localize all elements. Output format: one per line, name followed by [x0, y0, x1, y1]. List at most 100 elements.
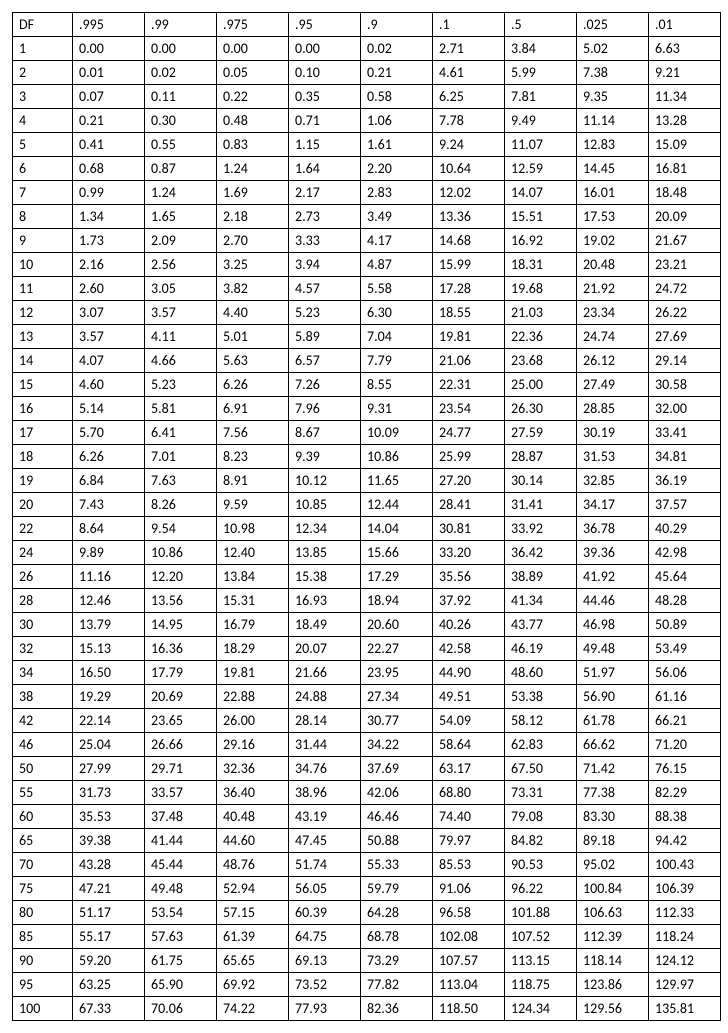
table-cell: 1.69	[217, 181, 289, 205]
table-cell: 19.81	[217, 661, 289, 685]
table-cell: 21.03	[505, 301, 577, 325]
table-cell: 56.06	[649, 661, 721, 685]
table-cell: 0.21	[361, 61, 433, 85]
table-cell: 19.81	[433, 325, 505, 349]
table-cell: 90	[13, 949, 73, 973]
table-cell: 12.44	[361, 493, 433, 517]
table-cell: 135.81	[649, 997, 721, 1021]
table-cell: 20.48	[577, 253, 649, 277]
table-cell: 60	[13, 805, 73, 829]
table-cell: 62.83	[505, 733, 577, 757]
table-cell: 0.00	[145, 37, 217, 61]
table-cell: 106.63	[577, 901, 649, 925]
table-cell: 16.79	[217, 613, 289, 637]
table-cell: 53.38	[505, 685, 577, 709]
table-cell: 5.99	[505, 61, 577, 85]
table-cell: 12	[13, 301, 73, 325]
table-cell: 33.41	[649, 421, 721, 445]
table-cell: 37.92	[433, 589, 505, 613]
table-cell: 0.55	[145, 133, 217, 157]
table-cell: 67.33	[73, 997, 145, 1021]
table-cell: 0.07	[73, 85, 145, 109]
table-cell: 47.21	[73, 877, 145, 901]
table-cell: 0.68	[73, 157, 145, 181]
table-cell: 37.57	[649, 493, 721, 517]
table-cell: 80	[13, 901, 73, 925]
table-cell: 29.71	[145, 757, 217, 781]
table-cell: 77.82	[361, 973, 433, 997]
table-cell: 82.29	[649, 781, 721, 805]
table-cell: 0.48	[217, 109, 289, 133]
table-cell: 68.80	[433, 781, 505, 805]
table-cell: 57.15	[217, 901, 289, 925]
table-cell: 113.15	[505, 949, 577, 973]
table-cell: 27.99	[73, 757, 145, 781]
table-cell: 3.33	[289, 229, 361, 253]
table-cell: 0.71	[289, 109, 361, 133]
table-cell: 21.06	[433, 349, 505, 373]
table-cell: 32	[13, 637, 73, 661]
column-header: .1	[433, 13, 505, 37]
table-cell: 2.20	[361, 157, 433, 181]
table-cell: 85	[13, 925, 73, 949]
table-cell: 4.07	[73, 349, 145, 373]
table-row: 3013.7914.9516.7918.4920.6040.2643.7746.…	[13, 613, 721, 637]
table-row: 2611.1612.2013.8415.3817.2935.5638.8941.…	[13, 565, 721, 589]
table-cell: 46.46	[361, 805, 433, 829]
table-cell: 18.94	[361, 589, 433, 613]
table-cell: 29.14	[649, 349, 721, 373]
table-cell: 51.97	[577, 661, 649, 685]
table-cell: 60.39	[289, 901, 361, 925]
table-cell: 31.41	[505, 493, 577, 517]
table-cell: 118.14	[577, 949, 649, 973]
table-cell: 15.13	[73, 637, 145, 661]
table-cell: 48.76	[217, 853, 289, 877]
table-cell: 0.01	[73, 61, 145, 85]
table-cell: 13.56	[145, 589, 217, 613]
table-cell: 2.71	[433, 37, 505, 61]
table-cell: 16	[13, 397, 73, 421]
table-cell: 20	[13, 493, 73, 517]
table-cell: 6.30	[361, 301, 433, 325]
table-row: 144.074.665.636.577.7921.0623.6826.1229.…	[13, 349, 721, 373]
table-cell: 14	[13, 349, 73, 373]
table-cell: 20.60	[361, 613, 433, 637]
table-cell: 37.69	[361, 757, 433, 781]
table-cell: 2.16	[73, 253, 145, 277]
table-row: 6035.5337.4840.4843.1946.4674.4079.0883.…	[13, 805, 721, 829]
column-header: .99	[145, 13, 217, 37]
table-cell: 96.22	[505, 877, 577, 901]
table-cell: 129.56	[577, 997, 649, 1021]
table-cell: 24	[13, 541, 73, 565]
table-cell: 6.41	[145, 421, 217, 445]
table-cell: 100.43	[649, 853, 721, 877]
column-header: .025	[577, 13, 649, 37]
table-cell: 40.26	[433, 613, 505, 637]
table-cell: 1.06	[361, 109, 433, 133]
table-cell: 33.92	[505, 517, 577, 541]
table-cell: 16.81	[649, 157, 721, 181]
table-cell: 4.66	[145, 349, 217, 373]
table-cell: 75	[13, 877, 73, 901]
table-cell: 31.44	[289, 733, 361, 757]
table-cell: 0.83	[217, 133, 289, 157]
table-cell: 70	[13, 853, 73, 877]
table-cell: 63.25	[73, 973, 145, 997]
table-cell: 27.34	[361, 685, 433, 709]
table-cell: 5.70	[73, 421, 145, 445]
table-cell: 5.23	[145, 373, 217, 397]
table-cell: 50.89	[649, 613, 721, 637]
header-row: DF.995.99.975.95.9.1.5.025.01	[13, 13, 721, 37]
table-cell: 25.04	[73, 733, 145, 757]
table-cell: 64.75	[289, 925, 361, 949]
table-cell: 49.51	[433, 685, 505, 709]
table-cell: 0.00	[73, 37, 145, 61]
table-cell: 19	[13, 469, 73, 493]
table-cell: 106.39	[649, 877, 721, 901]
table-cell: 82.36	[361, 997, 433, 1021]
table-cell: 30.19	[577, 421, 649, 445]
table-cell: 18.48	[649, 181, 721, 205]
table-cell: 94.42	[649, 829, 721, 853]
table-row: 133.574.115.015.897.0419.8122.3624.7427.…	[13, 325, 721, 349]
table-cell: 34	[13, 661, 73, 685]
